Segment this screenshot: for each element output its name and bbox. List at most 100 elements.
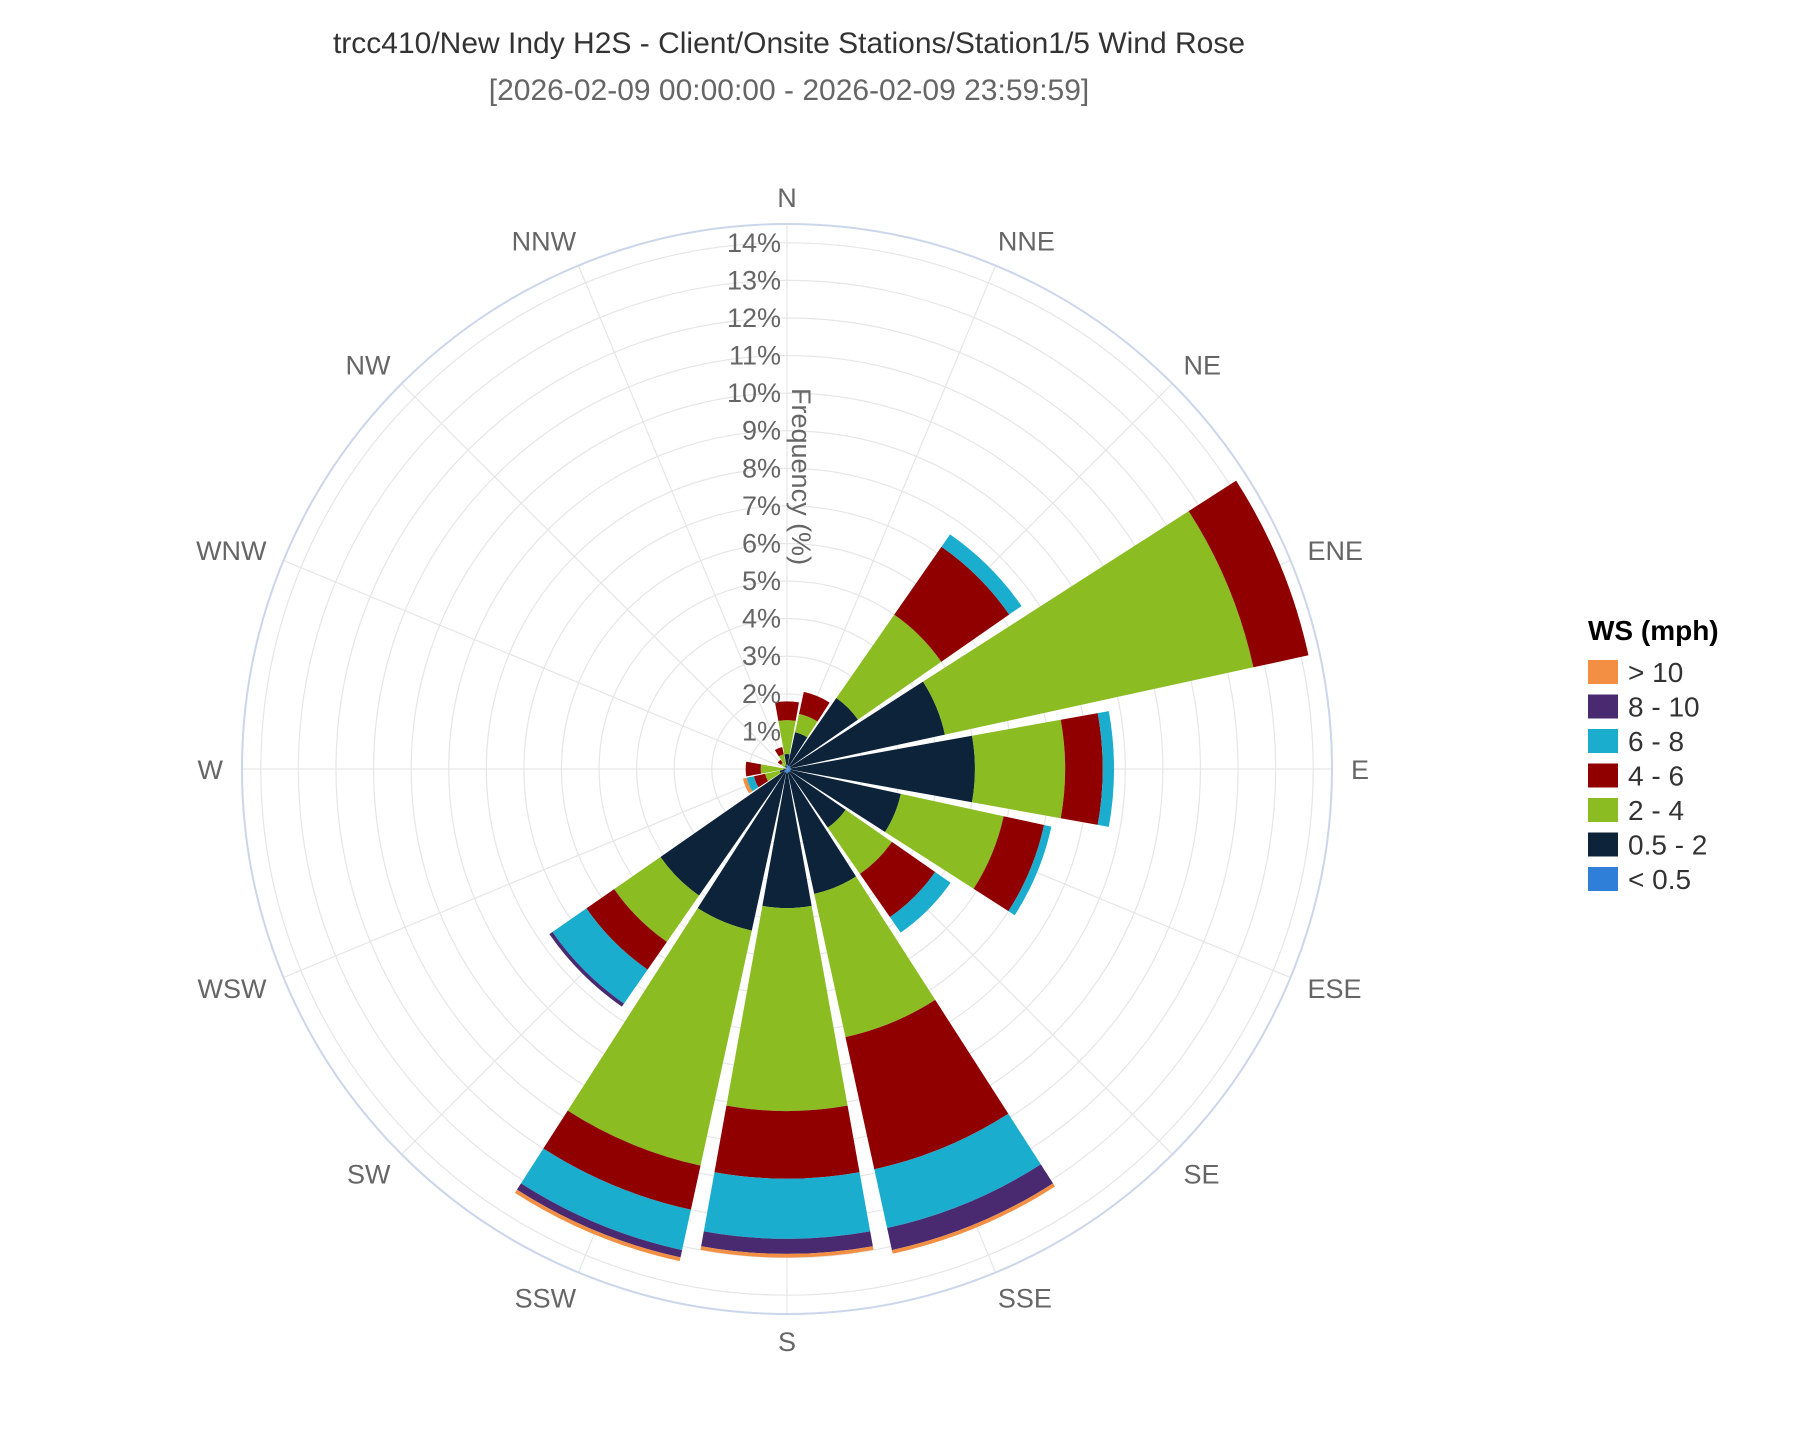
bar-s-2-4 — [726, 905, 848, 1112]
direction-label-sw: SW — [347, 1159, 391, 1189]
outer-ring — [241, 223, 1333, 1315]
wind-rose-bars — [514, 480, 1309, 1262]
bar-nnw-2-4 — [778, 754, 787, 766]
bar-ssw-2-4 — [567, 908, 752, 1166]
bar-sw-0-5-2 — [660, 771, 785, 896]
direction-label-wsw: WSW — [198, 974, 267, 1004]
legend-item-label[interactable]: < 0.5 — [1628, 864, 1691, 895]
bar-sw-8-10 — [549, 932, 624, 1007]
radial-tick-label: 9% — [742, 416, 781, 446]
bar-nne-0-5-2 — [787, 732, 808, 766]
direction-label-ne: NE — [1183, 351, 1221, 381]
bar-ese-0-5-2 — [790, 769, 901, 832]
radial-tick-label: 4% — [742, 604, 781, 634]
legend-swatch[interactable] — [1588, 694, 1618, 719]
bar-ese-6-8 — [1008, 825, 1052, 916]
chart-title: trcc410/New Indy H2S - Client/Onsite Sta… — [333, 27, 1245, 60]
legend-item-label[interactable]: > 10 — [1628, 657, 1683, 688]
bar-ene-2-4 — [923, 511, 1254, 735]
grid-spoke — [786, 265, 997, 770]
bar-wsw-10 — [742, 777, 753, 794]
legend-item-label[interactable]: 8 - 10 — [1628, 692, 1700, 723]
bar-n-0-5 — [786, 765, 788, 769]
bar-sw-4-6 — [586, 889, 667, 970]
bar-w-2-4 — [760, 764, 784, 774]
radial-tick-label: 6% — [742, 528, 781, 558]
radial-tick-label: 3% — [742, 641, 781, 671]
bar-wsw-4-6 — [753, 773, 769, 788]
bar-sw-6-8 — [552, 908, 648, 1004]
radial-tick-labels: 1% 2% 3% 4% 5% 6% 7% 8% 9% 10% 11% 12% 13% 14% — [727, 228, 781, 747]
bar-ene-4-6 — [1188, 480, 1309, 668]
bar-se-0-5-2 — [789, 771, 846, 828]
bar-ne-0-5 — [787, 765, 791, 769]
legend: WS (mph) > 10 8 - 106 - 8 4 - 62 - 4 0.5 - … — [1588, 615, 1719, 895]
legend-item-label[interactable]: 6 - 8 — [1628, 726, 1684, 757]
bar-sse-4-6 — [845, 999, 1009, 1170]
bar-e-6-8 — [1097, 711, 1114, 827]
bar-e-2-4 — [971, 719, 1066, 819]
legend-swatch[interactable] — [1588, 660, 1618, 684]
radial-tick-label: 11% — [729, 341, 781, 371]
bar-sse-0-5-2 — [787, 772, 857, 894]
bar-ne-0-5-2 — [789, 698, 858, 767]
legend-item-label[interactable]: 4 - 6 — [1628, 761, 1684, 792]
legend-item-label[interactable]: 2 - 4 — [1628, 795, 1684, 826]
radial-tick-label: 12% — [727, 303, 781, 333]
bar-ne-6-8 — [941, 534, 1022, 615]
bar-wsw-0-5-2 — [779, 769, 787, 774]
bar-wsw-2-4 — [764, 770, 781, 782]
bar-e-0-5 — [787, 768, 791, 770]
legend-swatch[interactable] — [1588, 729, 1618, 753]
legend-swatch[interactable] — [1588, 832, 1618, 857]
radial-axis-title: Frequency (%) — [786, 388, 816, 565]
bar-ne-2-4 — [836, 614, 942, 720]
radial-tick-label: 13% — [727, 265, 781, 295]
direction-label-s: S — [778, 1327, 796, 1357]
bar-se-4-6 — [859, 841, 936, 918]
bar-se-6-8 — [889, 871, 951, 933]
direction-label-ene: ENE — [1307, 536, 1363, 566]
bar-sw-0-5 — [783, 769, 787, 773]
direction-label-sse: SSE — [998, 1283, 1052, 1313]
bar-ssw-0-5 — [784, 769, 787, 773]
bar-nw-2-4 — [780, 762, 787, 769]
bar-ssw-6-8 — [520, 1148, 691, 1251]
direction-label-nw: NW — [346, 351, 391, 381]
direction-labels: N NNE NE ENE E ESE SE SSE S SSW SW WSW W WNW NW NNW — [196, 183, 1369, 1357]
direction-label-n: N — [777, 183, 797, 213]
bar-n-4-6 — [775, 701, 799, 721]
direction-label-ese: ESE — [1307, 974, 1361, 1004]
bar-ene-0-5 — [787, 766, 791, 769]
grid-spoke — [283, 559, 788, 770]
legend-swatch[interactable] — [1588, 763, 1618, 788]
legend-item-label[interactable]: 0.5 - 2 — [1628, 830, 1707, 861]
bar-ene-0-5-2 — [790, 681, 945, 769]
bar-nnw-0-5-2 — [784, 765, 787, 769]
legend-swatch[interactable] — [1588, 798, 1618, 822]
bar-s-8-10 — [701, 1231, 873, 1254]
bar-s-10 — [700, 1246, 874, 1258]
bar-n-2-4 — [778, 720, 796, 755]
radial-tick-label: 1% — [742, 716, 781, 746]
bar-nne-0-5 — [787, 765, 790, 769]
bar-ese-2-4 — [885, 793, 1004, 889]
direction-label-e: E — [1351, 755, 1369, 785]
radial-tick-label: 8% — [742, 453, 781, 483]
direction-label-nnw: NNW — [512, 227, 577, 257]
chart-subtitle: [2026-02-09 00:00:00 - 2026-02-09 23:59:… — [489, 74, 1089, 107]
bar-ssw-4-6 — [543, 1110, 701, 1210]
direction-label-wnw: WNW — [196, 536, 267, 566]
bar-sse-0-5 — [787, 769, 790, 773]
bar-sse-6-8 — [874, 1113, 1041, 1229]
legend-swatch[interactable] — [1588, 867, 1618, 891]
bar-nne-2-4 — [795, 713, 818, 738]
bar-sse-2-4 — [814, 876, 936, 1038]
bar-se-0-5 — [787, 769, 791, 773]
bar-ssw-10 — [514, 1189, 681, 1262]
bar-e-4-6 — [1060, 713, 1103, 825]
bar-s-0-5-2 — [762, 772, 812, 909]
bar-ssw-0-5-2 — [697, 772, 787, 931]
radial-tick-label: 14% — [727, 228, 781, 258]
grid-spoke — [283, 768, 788, 979]
